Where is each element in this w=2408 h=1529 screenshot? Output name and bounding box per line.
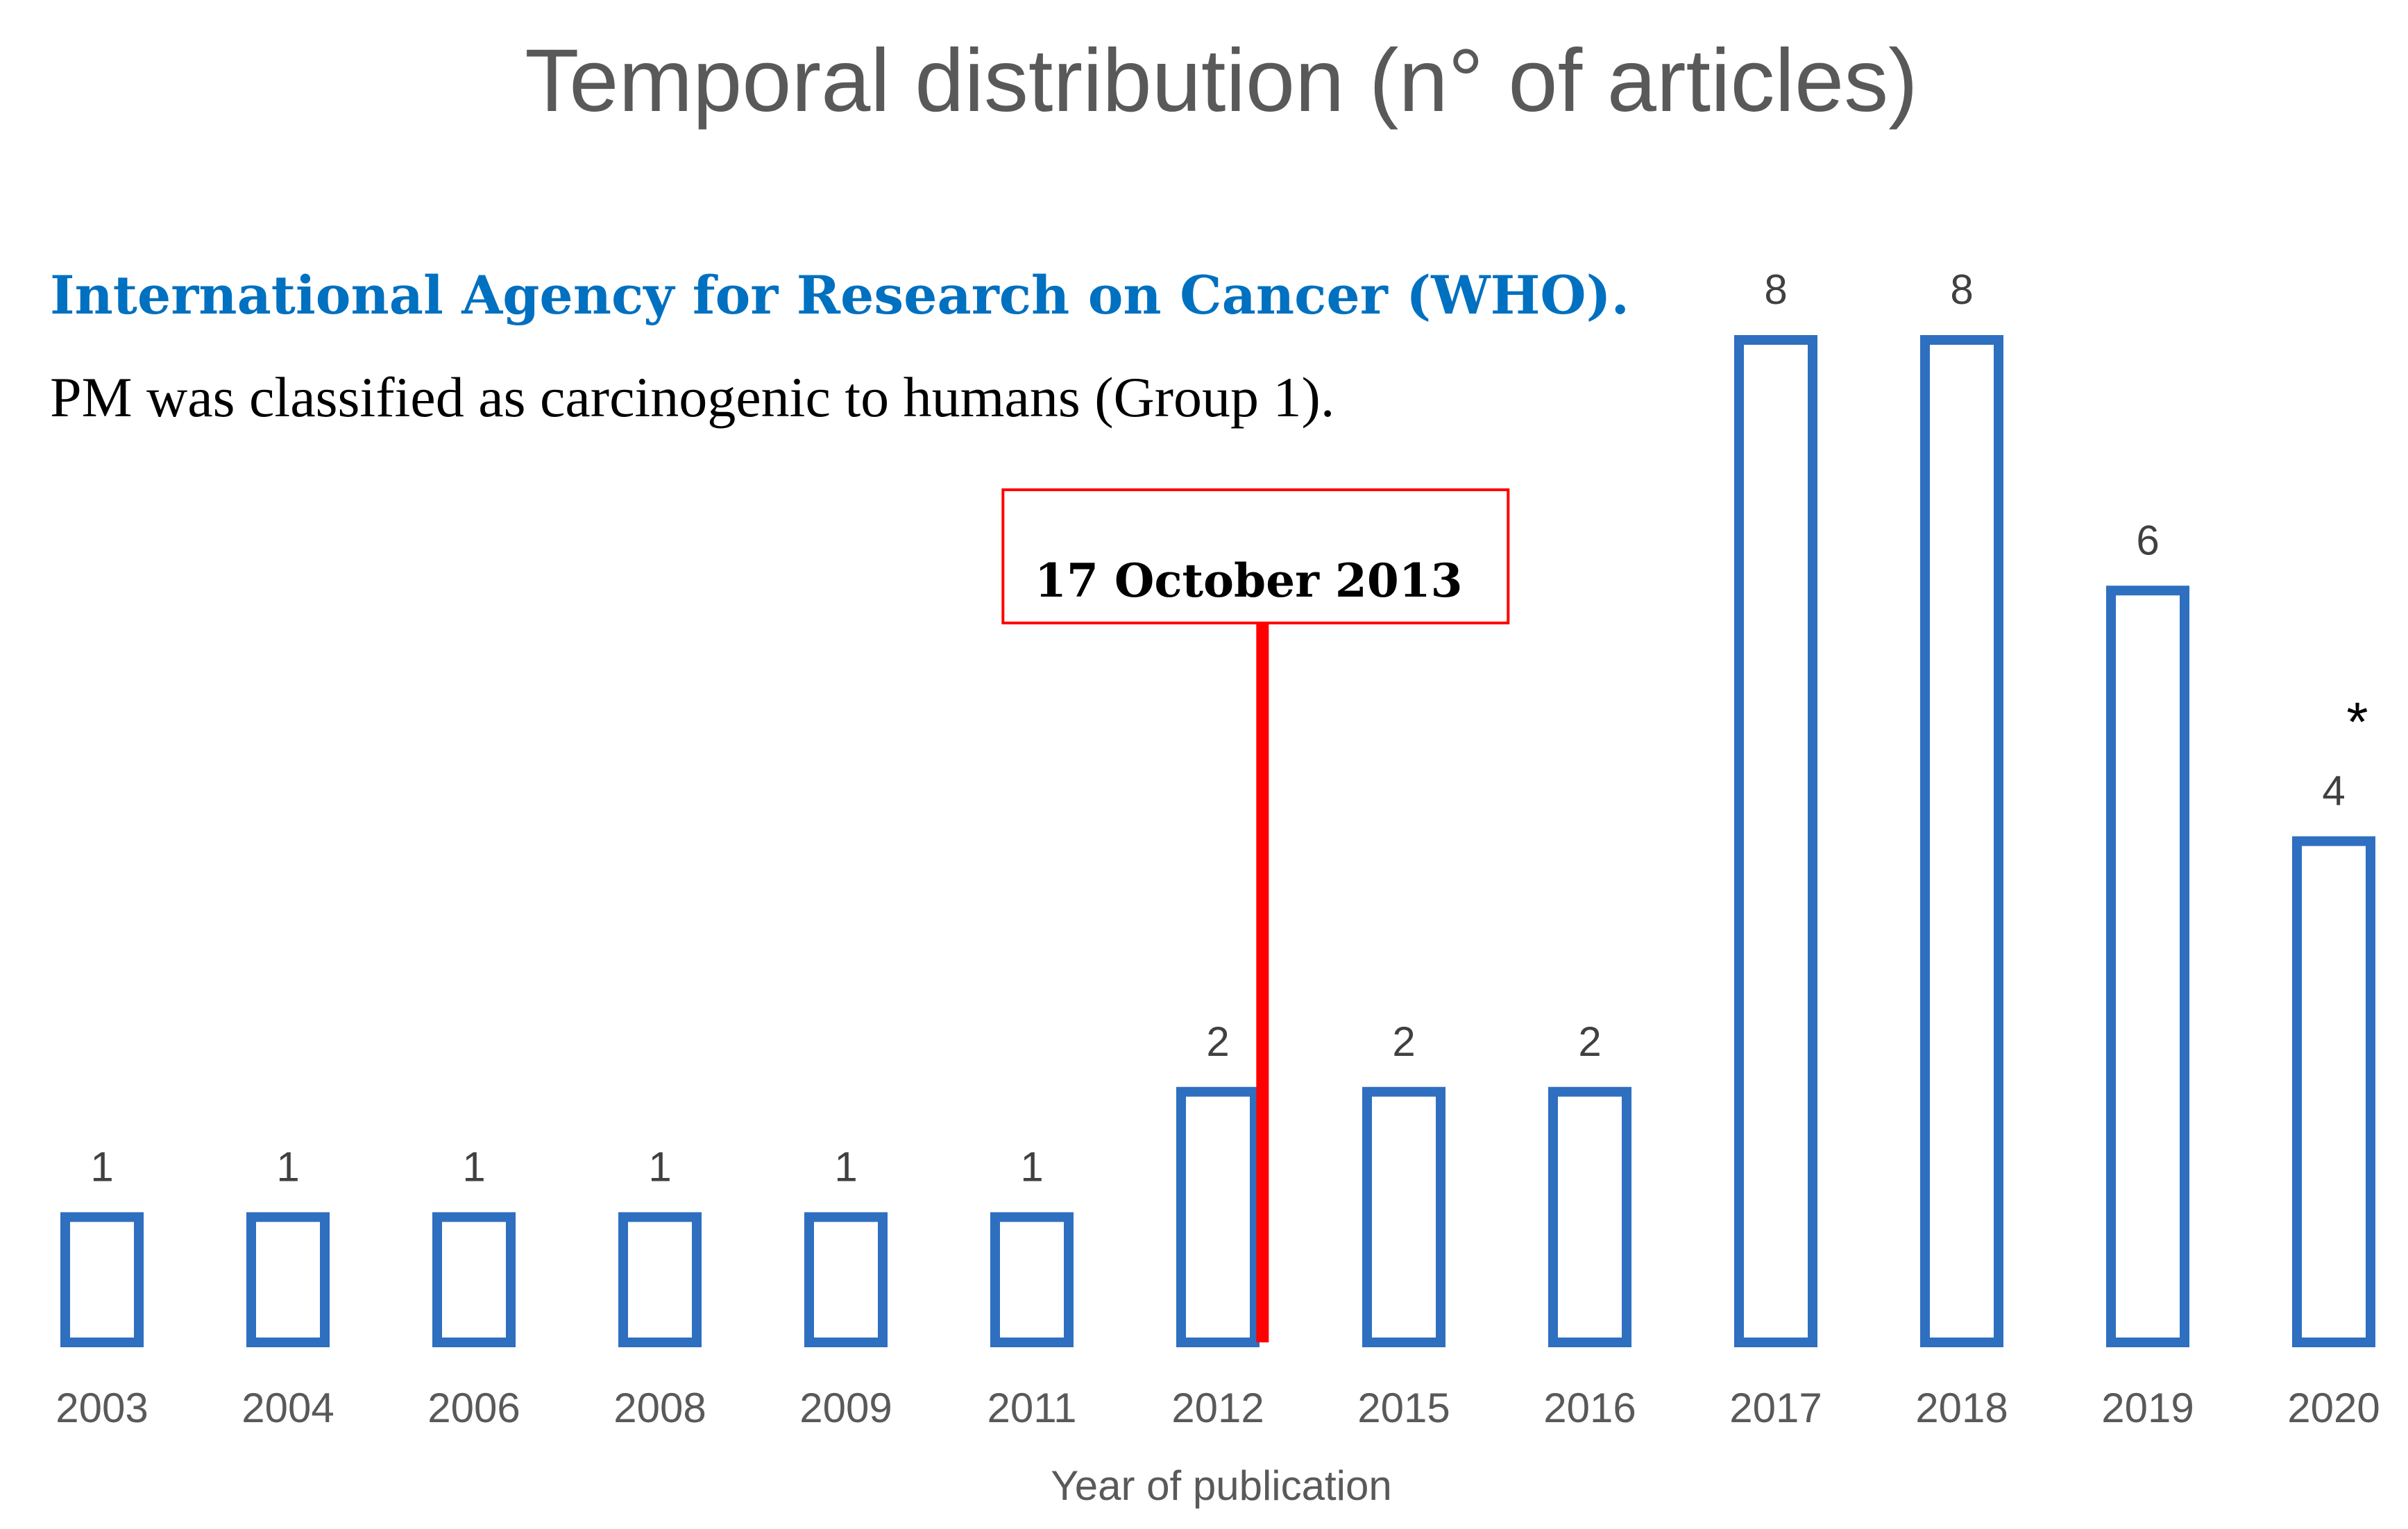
bar-2008 [618, 1212, 702, 1347]
tick-label-2006: 2006 [427, 1385, 520, 1431]
bars-group [60, 335, 2375, 1347]
data-label-2011: 1 [1020, 1143, 1043, 1190]
annotation-text: PM was classified as carcinogenic to hum… [50, 366, 1334, 429]
tick-label-2003: 2003 [56, 1385, 148, 1431]
data-label-2009: 1 [834, 1143, 857, 1190]
data-label-2018: 8 [1950, 266, 1973, 313]
data-label-2015: 2 [1392, 1018, 1415, 1065]
asterisk-marker: * [2346, 691, 2368, 753]
annotation-heading: International Agency for Research on Can… [50, 264, 1629, 326]
tick-label-2004: 2004 [241, 1385, 334, 1431]
bar-2017 [1734, 335, 1817, 1347]
tick-labels-group: 2003 2004 2006 2008 2009 2011 2012 2015 2016 2017… [56, 1385, 2380, 1431]
tick-label-2011: 2011 [987, 1385, 1076, 1431]
bar-2009 [804, 1212, 888, 1347]
data-labels-group: 1 1 1 1 1 1 2 2 2 8 8 6 4 [90, 266, 2345, 1190]
bar-2006 [432, 1212, 516, 1347]
bar-2018 [1920, 335, 2003, 1347]
tick-label-2020: 2020 [2287, 1385, 2380, 1431]
event-label: 17 October 2013 [1035, 554, 1463, 608]
tick-label-2015: 2015 [1357, 1385, 1450, 1431]
bar-2020 [2292, 836, 2375, 1347]
tick-label-2019: 2019 [2101, 1385, 2194, 1431]
tick-label-2018: 2018 [1915, 1385, 2008, 1431]
data-label-2017: 8 [1764, 266, 1787, 313]
event-box [1001, 488, 1510, 624]
bar-2004 [246, 1212, 330, 1347]
bar-2016 [1548, 1086, 1631, 1347]
data-label-2003: 1 [90, 1143, 113, 1190]
bar-2012 [1176, 1086, 1260, 1347]
data-label-2012: 2 [1206, 1018, 1229, 1065]
tick-label-2008: 2008 [613, 1385, 706, 1431]
data-label-2008: 1 [648, 1143, 671, 1190]
chart-title: Temporal distribution (n° of articles) [525, 31, 1918, 130]
x-axis-label: Year of publication [1051, 1462, 1391, 1509]
tick-label-2017: 2017 [1729, 1385, 1822, 1431]
tick-label-2012: 2012 [1171, 1385, 1264, 1431]
tick-label-2009: 2009 [799, 1385, 892, 1431]
data-label-2020: 4 [2322, 768, 2345, 814]
bar-2019 [2106, 586, 2189, 1347]
bar-2011 [990, 1212, 1074, 1347]
tick-label-2016: 2016 [1543, 1385, 1636, 1431]
data-label-2016: 2 [1578, 1018, 1601, 1065]
data-label-2004: 1 [276, 1143, 299, 1190]
data-label-2019: 6 [2136, 517, 2159, 563]
data-label-2006: 1 [462, 1143, 485, 1190]
bar-2003 [60, 1212, 144, 1347]
bar-2015 [1362, 1086, 1445, 1347]
